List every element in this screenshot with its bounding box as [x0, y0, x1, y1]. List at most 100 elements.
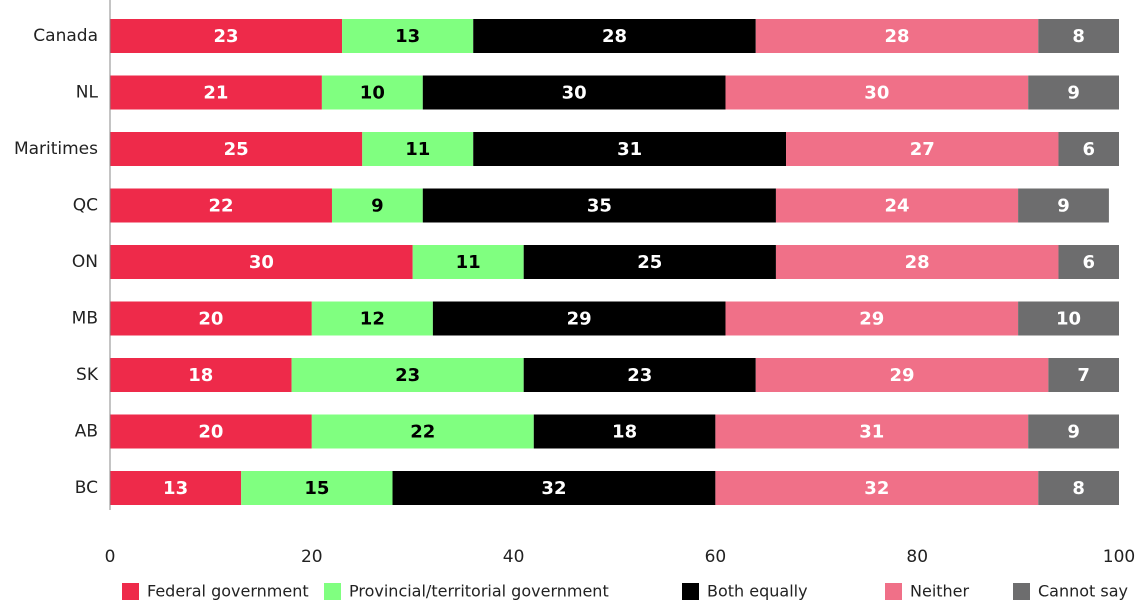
- bar-segment: [241, 471, 393, 505]
- value-label: 10: [1056, 309, 1081, 330]
- bar-segment: [1048, 358, 1119, 392]
- legend-label: Provincial/territorial government: [349, 582, 609, 601]
- value-label: 18: [612, 422, 637, 443]
- value-label: 35: [587, 196, 612, 217]
- value-label: 9: [371, 196, 384, 217]
- bar-segment: [422, 75, 726, 110]
- bar-segment: [291, 358, 524, 392]
- bar-segment: [1018, 188, 1109, 223]
- bar-segment: [331, 188, 423, 223]
- value-label: 31: [617, 139, 642, 160]
- bar-segment: [755, 19, 1039, 53]
- bar-segment: [775, 245, 1059, 279]
- bar-segment: [473, 19, 756, 53]
- value-label: 29: [890, 365, 915, 386]
- bar-segment: [110, 301, 312, 336]
- bar-segment: [533, 414, 716, 449]
- bar-segment: [110, 245, 413, 279]
- bar-segment: [473, 132, 787, 166]
- bar-segment: [311, 301, 433, 336]
- bar-segment: [1018, 301, 1119, 336]
- value-label: 32: [541, 478, 566, 499]
- value-label: 10: [360, 83, 385, 104]
- bar-segment: [1038, 471, 1119, 505]
- y-tick-label: ON: [72, 252, 98, 272]
- bar-segment: [422, 188, 776, 223]
- bar-segment: [110, 358, 292, 392]
- y-tick-label: SK: [76, 365, 99, 385]
- bar-segment: [786, 132, 1059, 166]
- y-tick-label: BC: [75, 478, 98, 498]
- bar-segment: [725, 301, 1019, 336]
- bar-segment: [725, 75, 1029, 110]
- y-tick-label: NL: [76, 83, 99, 103]
- value-label: 11: [405, 139, 430, 160]
- bar-segment: [392, 471, 716, 505]
- bar-segment: [715, 414, 1029, 449]
- legend-swatch: [1013, 583, 1030, 600]
- value-label: 13: [163, 478, 188, 499]
- value-label: 8: [1072, 478, 1085, 499]
- value-label: 22: [208, 196, 233, 217]
- value-label: 23: [395, 365, 420, 386]
- bar-segment: [1038, 19, 1119, 53]
- bar-segment: [110, 414, 312, 449]
- value-label: 15: [304, 478, 329, 499]
- value-label: 12: [360, 309, 385, 330]
- bar-segment: [523, 358, 756, 392]
- y-tick-label: AB: [75, 422, 98, 442]
- value-label: 11: [456, 252, 481, 273]
- legend-swatch: [324, 583, 341, 600]
- value-label: 30: [249, 252, 274, 273]
- bar-segment: [715, 471, 1039, 505]
- legend-label: Neither: [910, 582, 970, 601]
- value-label: 7: [1077, 365, 1090, 386]
- bar-segment: [110, 471, 242, 505]
- bar-segment: [311, 414, 534, 449]
- y-tick-label: Maritimes: [14, 139, 98, 159]
- legend-swatch: [682, 583, 699, 600]
- x-tick-label: 20: [301, 547, 323, 567]
- bar-segment: [110, 132, 363, 166]
- x-tick-label: 0: [105, 547, 116, 567]
- legend-label: Cannot say: [1038, 582, 1128, 601]
- bar-segment: [412, 245, 524, 279]
- x-tick-label: 60: [705, 547, 727, 567]
- value-label: 28: [884, 26, 909, 47]
- value-label: 24: [884, 196, 909, 217]
- value-label: 29: [567, 309, 592, 330]
- value-label: 28: [602, 26, 627, 47]
- bar-segment: [110, 75, 322, 110]
- value-label: 20: [198, 309, 223, 330]
- legend-label: Both equally: [707, 582, 808, 601]
- value-label: 27: [910, 139, 935, 160]
- value-label: 28: [905, 252, 930, 273]
- x-tick-label: 80: [906, 547, 928, 567]
- bar-segment: [432, 301, 726, 336]
- bar-segment: [110, 188, 332, 223]
- bar-segment: [1058, 132, 1119, 166]
- bar-segment: [110, 19, 343, 53]
- bar-segment: [1028, 75, 1119, 110]
- value-label: 31: [859, 422, 884, 443]
- bar-segment: [1058, 245, 1119, 279]
- value-label: 13: [395, 26, 420, 47]
- x-tick-label: 40: [503, 547, 525, 567]
- bar-segment: [523, 245, 776, 279]
- value-label: 9: [1057, 196, 1070, 217]
- value-label: 8: [1072, 26, 1085, 47]
- value-label: 21: [203, 83, 228, 104]
- legend-swatch: [885, 583, 902, 600]
- value-label: 23: [627, 365, 652, 386]
- y-tick-label: Canada: [33, 26, 98, 46]
- value-label: 6: [1082, 139, 1095, 160]
- y-tick-label: QC: [73, 196, 98, 216]
- value-label: 25: [224, 139, 249, 160]
- value-label: 32: [864, 478, 889, 499]
- bar-segment: [775, 188, 1019, 223]
- bar-segment: [755, 358, 1049, 392]
- value-label: 18: [188, 365, 213, 386]
- legend-label: Federal government: [147, 582, 309, 601]
- value-label: 9: [1067, 422, 1080, 443]
